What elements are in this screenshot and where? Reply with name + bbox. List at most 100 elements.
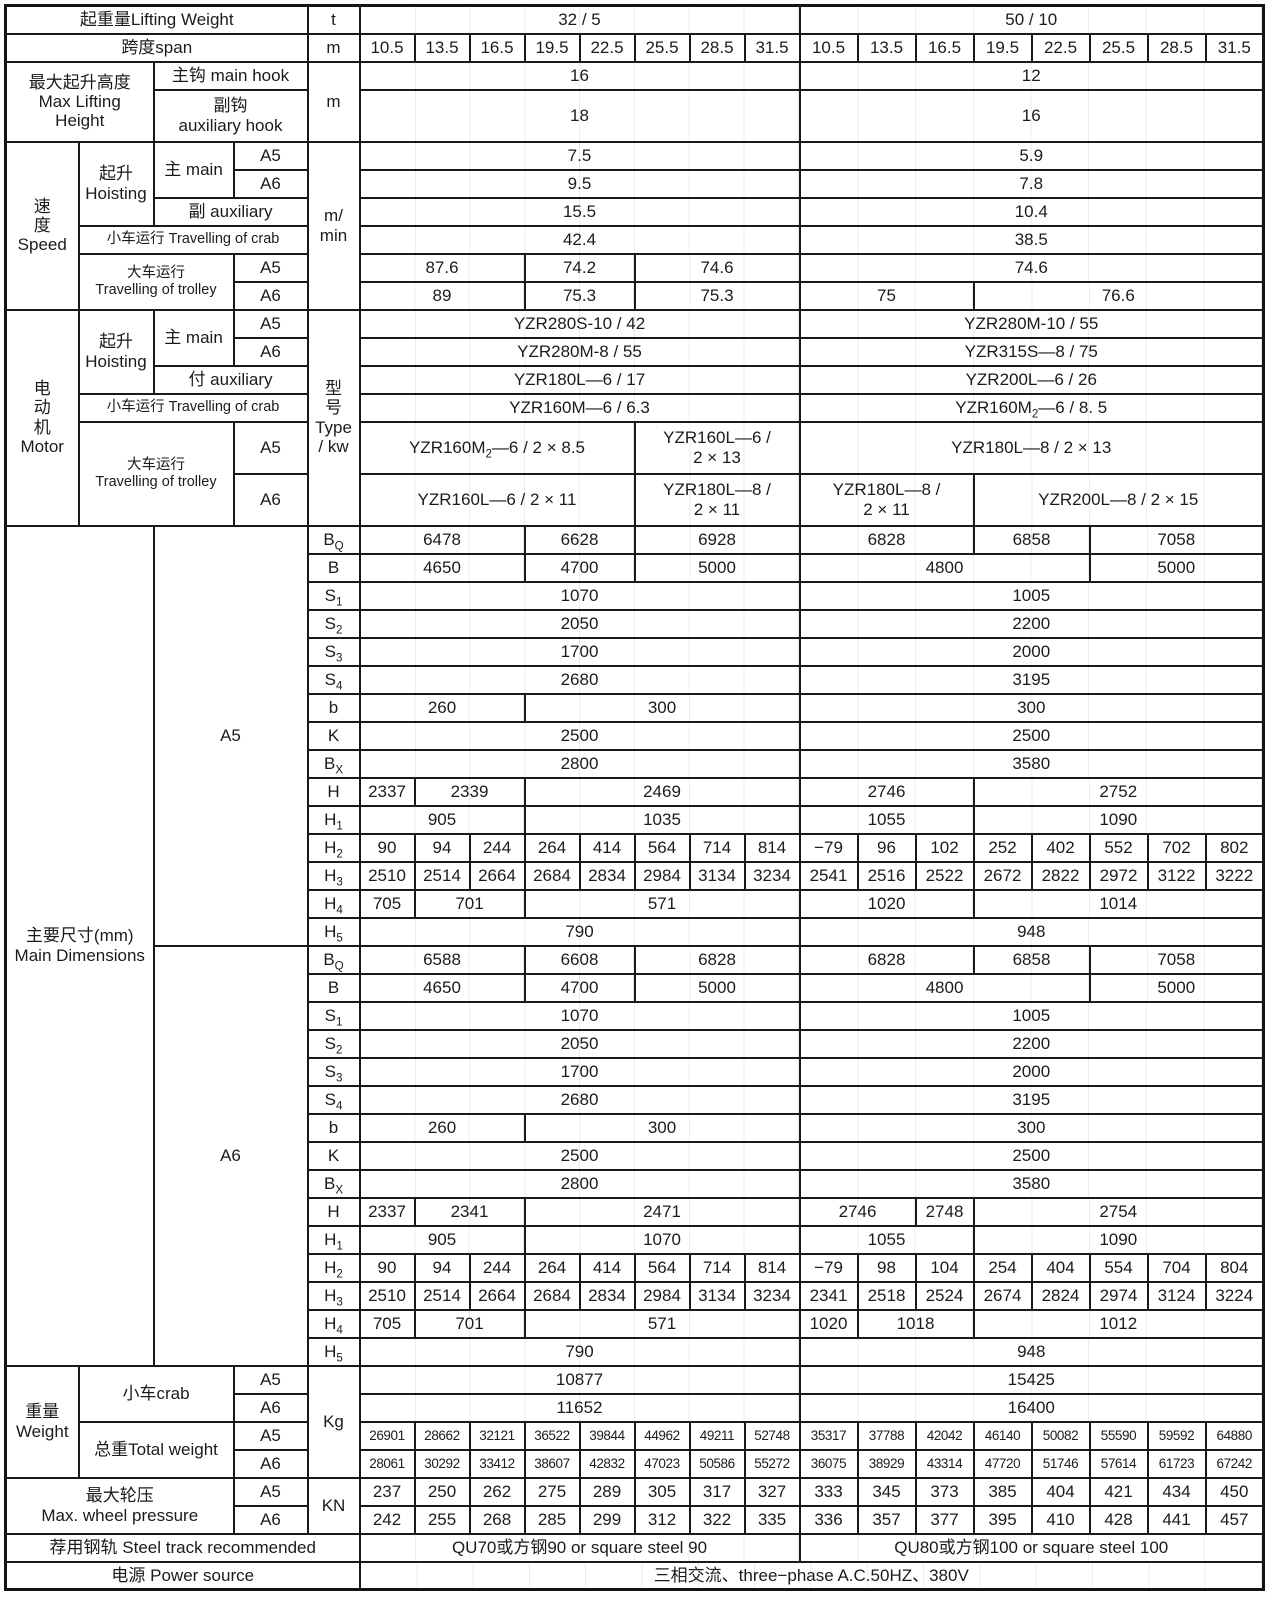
value-cell: 10877 bbox=[358, 1364, 801, 1395]
value-cell: 11652 bbox=[358, 1392, 801, 1423]
value-cell: 2664 bbox=[468, 860, 526, 891]
value-cell: 327 bbox=[743, 1476, 801, 1507]
grade-a5: A5 bbox=[232, 252, 309, 283]
value-cell: 905 bbox=[358, 1224, 526, 1255]
value-cell: −79 bbox=[798, 832, 859, 863]
value-cell: 1090 bbox=[972, 804, 1265, 835]
value-cell: 2754 bbox=[972, 1196, 1265, 1227]
table-row: S4 2680 3195 bbox=[6, 664, 1265, 695]
value-cell: 3122 bbox=[1146, 860, 1207, 891]
value-cell: 802 bbox=[1204, 832, 1265, 863]
value-cell: 5.9 bbox=[798, 140, 1265, 171]
weight-label: 重量 Weight bbox=[4, 1364, 80, 1479]
table-row: 大车运行 Travelling of trolley A5 87.6 74.2 74.6 7… bbox=[6, 252, 1265, 311]
value-cell: 300 bbox=[798, 692, 1265, 723]
value-cell: 52748 bbox=[743, 1420, 801, 1451]
dim-label: H bbox=[306, 776, 361, 807]
value-cell: 1014 bbox=[972, 888, 1265, 919]
value-cell: 50082 bbox=[1030, 1420, 1091, 1451]
value-cell: 94 bbox=[413, 1252, 471, 1283]
value-cell: 2984 bbox=[633, 860, 691, 891]
value-cell: 2522 bbox=[914, 860, 975, 891]
dim-label: H3 bbox=[306, 860, 361, 891]
value-cell: 414 bbox=[578, 1252, 636, 1283]
aux-label: 副 auxiliary bbox=[152, 196, 309, 227]
unit-m-min: m/min bbox=[306, 140, 361, 311]
value-cell: YZR280M-8 / 55 bbox=[358, 336, 801, 367]
value-cell: 102 bbox=[914, 832, 975, 863]
value-cell: YZR180L—8 / 2 × 13 bbox=[798, 420, 1265, 475]
dim-label: H2 bbox=[306, 1252, 361, 1283]
value-cell: 1035 bbox=[523, 804, 801, 835]
value-cell: 250 bbox=[413, 1476, 471, 1507]
value-cell: 410 bbox=[1030, 1504, 1091, 1535]
value-cell: 333 bbox=[798, 1476, 859, 1507]
dim-label: B bbox=[306, 972, 361, 1003]
value-cell: 96 bbox=[856, 832, 917, 863]
value-cell: 76.6 bbox=[972, 280, 1265, 311]
value-cell: 28662 bbox=[413, 1420, 471, 1451]
value-cell: 701 bbox=[413, 1308, 526, 1339]
value-cell: 2339 bbox=[413, 776, 526, 807]
power-source-label: 电源 Power source bbox=[4, 1560, 361, 1591]
value-cell: 377 bbox=[914, 1504, 975, 1535]
value-cell: 434 bbox=[1146, 1476, 1207, 1507]
value-cell: QU80或方钢100 or square steel 100 bbox=[798, 1532, 1265, 1563]
grade-a5: A5 bbox=[232, 308, 309, 339]
value-cell: 44962 bbox=[633, 1420, 691, 1451]
span-label: 跨度span bbox=[4, 32, 309, 63]
value-cell: 35317 bbox=[798, 1420, 859, 1451]
value-cell: 790 bbox=[358, 916, 801, 947]
unit-kg: Kg bbox=[306, 1364, 361, 1479]
value-cell: 905 bbox=[358, 804, 526, 835]
value-cell: 2972 bbox=[1088, 860, 1149, 891]
value-cell: 2050 bbox=[358, 608, 801, 639]
value-cell: 2341 bbox=[413, 1196, 526, 1227]
value-cell: 790 bbox=[358, 1336, 801, 1367]
value-cell: 948 bbox=[798, 916, 1265, 947]
value-cell: 2000 bbox=[798, 636, 1265, 667]
value-cell: 74.2 bbox=[523, 252, 636, 283]
table-row: H 2337 2339 2469 2746 2752 bbox=[6, 776, 1265, 807]
value-cell: YZR315S—8 / 75 bbox=[798, 336, 1265, 367]
value-cell: 38929 bbox=[856, 1448, 917, 1479]
value-cell: 22.5 bbox=[578, 32, 636, 63]
table-row: B 4650 4700 5000 4800 5000 bbox=[6, 972, 1265, 1003]
value-cell: 6628 bbox=[523, 524, 636, 555]
table-row: A6 BQ 6588 6608 6828 6828 6858 7058 bbox=[6, 944, 1265, 1367]
value-cell: 564 bbox=[633, 832, 691, 863]
grade-a6: A6 bbox=[232, 472, 309, 527]
value-cell: 1070 bbox=[523, 1224, 801, 1255]
dim-label: H1 bbox=[306, 1224, 361, 1255]
grade-a5: A5 bbox=[232, 1364, 309, 1395]
main-label: 主 main bbox=[152, 140, 235, 199]
dim-label: H1 bbox=[306, 804, 361, 835]
value-cell: 336 bbox=[798, 1504, 859, 1535]
value-cell: 38607 bbox=[523, 1448, 581, 1479]
grade-a6-block: A6 bbox=[152, 944, 309, 1367]
table-row: b 260 300 300 bbox=[6, 692, 1265, 723]
value-cell: 275 bbox=[523, 1476, 581, 1507]
value-cell: 2748 bbox=[914, 1196, 975, 1227]
crab-travel-label: 小车运行 Travelling of crab bbox=[77, 224, 309, 255]
value-cell: 16.5 bbox=[468, 32, 526, 63]
value-cell: 31.5 bbox=[743, 32, 801, 63]
dim-label: S3 bbox=[306, 1056, 361, 1087]
value-cell: 6928 bbox=[633, 524, 801, 555]
table-row: 大车运行 Travelling of trolley A5 YZR160M2—6 / … bbox=[6, 420, 1265, 527]
value-cell: 260 bbox=[358, 692, 526, 723]
value-cell: 264 bbox=[523, 1252, 581, 1283]
value-cell: 395 bbox=[972, 1504, 1033, 1535]
value-cell: 402 bbox=[1030, 832, 1091, 863]
value-cell: 705 bbox=[358, 888, 416, 919]
grade-a6: A6 bbox=[232, 168, 309, 199]
grade-a5: A5 bbox=[232, 1476, 309, 1507]
value-cell: 254 bbox=[972, 1252, 1033, 1283]
value-cell: 36522 bbox=[523, 1420, 581, 1451]
value-cell: 373 bbox=[914, 1476, 975, 1507]
value-cell: 2337 bbox=[358, 1196, 416, 1227]
value-cell: 90 bbox=[358, 1252, 416, 1283]
unit-m: m bbox=[306, 60, 361, 143]
table-row: A6 YZR280M-8 / 55 YZR315S—8 / 75 bbox=[6, 336, 1265, 367]
value-cell: 1020 bbox=[798, 888, 975, 919]
